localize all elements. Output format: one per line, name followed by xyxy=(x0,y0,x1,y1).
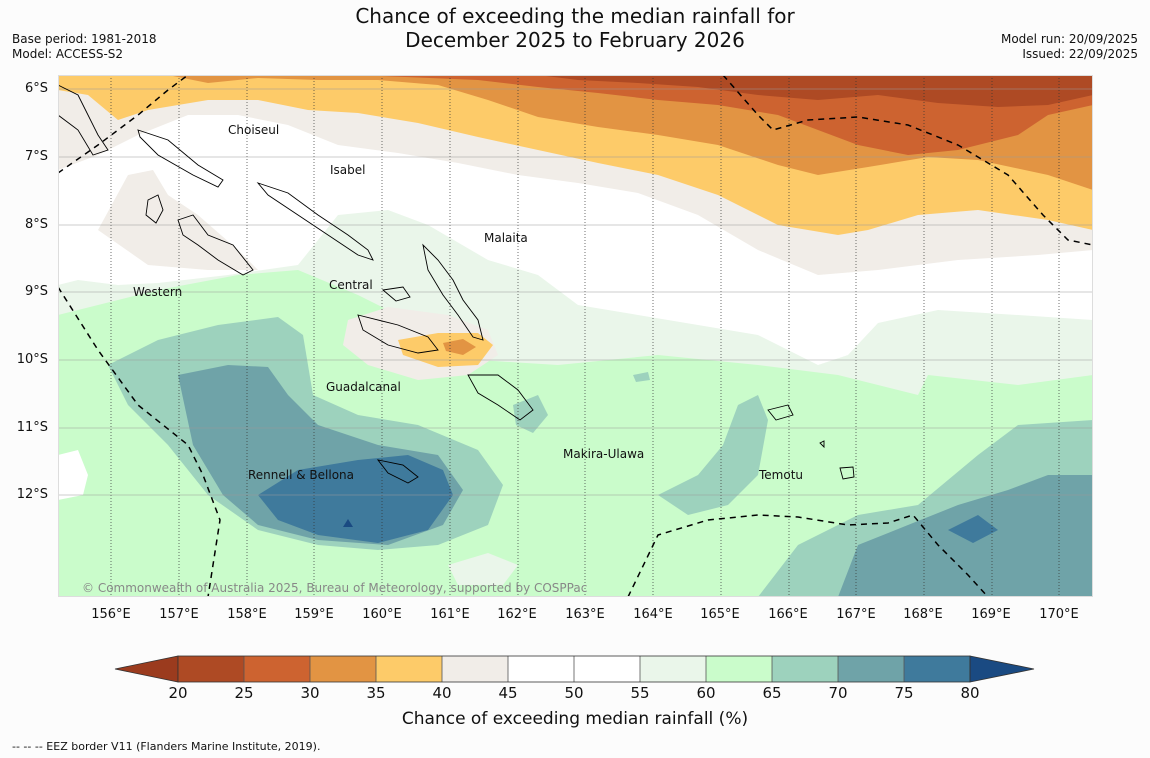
band-75-80-southwest xyxy=(258,455,453,543)
lat-label: 12°S xyxy=(16,487,48,502)
band-55-60-south-patch xyxy=(448,553,518,585)
colorbar-tick: 50 xyxy=(564,684,584,702)
lat-label: 8°S xyxy=(24,217,48,232)
colorbar-swatch-40-45 xyxy=(442,656,508,682)
lon-label: 167°E xyxy=(836,607,876,622)
colorbar-tick: 45 xyxy=(498,684,518,702)
colorbar-tick: 55 xyxy=(630,684,650,702)
colorbar-tick: 35 xyxy=(366,684,386,702)
colorbar-tick: 75 xyxy=(894,684,914,702)
place-label-central: Central xyxy=(329,278,373,292)
band-65-70-east-small xyxy=(633,372,650,382)
colorbar-swatch-25-30 xyxy=(244,656,310,682)
lon-label: 159°E xyxy=(294,607,334,622)
place-label-western: Western xyxy=(133,285,183,299)
lat-label: 9°S xyxy=(24,284,48,299)
colorbar-swatch-70-75 xyxy=(838,656,904,682)
grid xyxy=(110,75,1060,597)
lat-label: 11°S xyxy=(16,420,48,435)
place-label-makira-ulawa: Makira-Ulawa xyxy=(563,447,645,461)
chart-title: Chance of exceeding the median rainfall … xyxy=(0,4,1150,52)
eez-footnote: -- -- -- EEZ border V11 (Flanders Marine… xyxy=(12,740,321,753)
lat-grid xyxy=(58,88,1093,496)
rainfall-map xyxy=(58,75,1093,597)
lat-label: 6°S xyxy=(24,81,48,96)
colorbar-tick: 30 xyxy=(300,684,320,702)
colorbar-tick: 80 xyxy=(960,684,980,702)
copyright-notice: © Commonwealth of Australia 2025, Bureau… xyxy=(82,581,588,595)
place-label-guadalcanal: Guadalcanal xyxy=(326,380,401,394)
patch-35-40-guadalcanal xyxy=(398,333,493,367)
place-label-isabel: Isabel xyxy=(330,163,366,177)
model-run: Model run: 20/09/2025 xyxy=(1000,32,1138,46)
colorbar-tick: 20 xyxy=(168,684,188,702)
colorbar-swatch-35-40 xyxy=(376,656,442,682)
place-label-rennell-bellona: Rennell & Bellona xyxy=(248,468,355,482)
colorbar-swatch-55-60 xyxy=(640,656,706,682)
colorbar-tick: 65 xyxy=(762,684,782,702)
eez-border xyxy=(58,75,1093,597)
colorbar-dividers xyxy=(243,656,905,682)
map-frame xyxy=(58,75,1093,597)
colorbar-tick: 60 xyxy=(696,684,716,702)
band-65-70-guadalcanal-east xyxy=(513,395,548,433)
colorbar-tick: 40 xyxy=(432,684,452,702)
colorbar-swatch-45-50 xyxy=(508,656,574,682)
colorbar-title: Chance of exceeding median rainfall (%) xyxy=(401,709,749,729)
place-label-temotu: Temotu xyxy=(759,468,804,482)
band-20-25 xyxy=(538,75,1093,107)
lon-label: 161°E xyxy=(430,607,470,622)
lon-label: 163°E xyxy=(565,607,605,622)
meta-left: Base period: 1981-2018 Model: ACCESS-S2 xyxy=(12,32,157,62)
lon-label: 166°E xyxy=(768,607,808,622)
colorbar-swatch-65-70 xyxy=(772,656,838,682)
colorbar xyxy=(114,655,1035,683)
lon-label: 170°E xyxy=(1039,607,1079,622)
band-gt80-dot xyxy=(343,519,353,527)
title-line-2: December 2025 to February 2026 xyxy=(405,28,745,52)
band-65-70-makira xyxy=(658,395,768,515)
place-label-malaita: Malaita xyxy=(484,231,528,245)
colorbar-swatch-50-55 xyxy=(574,656,640,682)
band-75-80-southeast xyxy=(948,515,998,543)
colorbar-tick: 70 xyxy=(828,684,848,702)
lon-label: 164°E xyxy=(633,607,673,622)
lat-label: 7°S xyxy=(24,149,48,164)
colorbar-swatch-75-80 xyxy=(904,656,970,682)
lon-label: 158°E xyxy=(227,607,267,622)
lon-label: 168°E xyxy=(903,607,943,622)
lon-label: 169°E xyxy=(971,607,1011,622)
place-label-choiseul: Choiseul xyxy=(228,123,280,137)
lon-label: 157°E xyxy=(159,607,199,622)
lon-label: 156°E xyxy=(91,607,131,622)
title-line-1: Chance of exceeding the median rainfall … xyxy=(355,4,795,28)
patch-30-35-guadalcanal xyxy=(443,339,476,355)
colorbar-swatch-30-35 xyxy=(310,656,376,682)
lon-label: 162°E xyxy=(497,607,537,622)
lon-label: 165°E xyxy=(700,607,740,622)
issued-date: Issued: 22/09/2025 xyxy=(1022,47,1138,61)
colorbar-frame xyxy=(177,655,971,683)
model-name: Model: ACCESS-S2 xyxy=(12,47,124,61)
colorbar-swatch-20-25 xyxy=(178,656,244,682)
colorbar-tick: 25 xyxy=(234,684,254,702)
meta-right: Model run: 20/09/2025 Issued: 22/09/2025 xyxy=(1001,32,1138,62)
lon-label: 160°E xyxy=(362,607,402,622)
colorbar-swatch-60-65 xyxy=(706,656,772,682)
band-45-55-west-patch xyxy=(58,450,88,500)
lat-label: 10°S xyxy=(16,352,48,367)
colorbar-swatch-gt80 xyxy=(969,655,1035,683)
coastlines xyxy=(58,84,855,484)
colorbar-swatch-lt20 xyxy=(114,655,179,683)
base-period: Base period: 1981-2018 xyxy=(12,32,157,46)
